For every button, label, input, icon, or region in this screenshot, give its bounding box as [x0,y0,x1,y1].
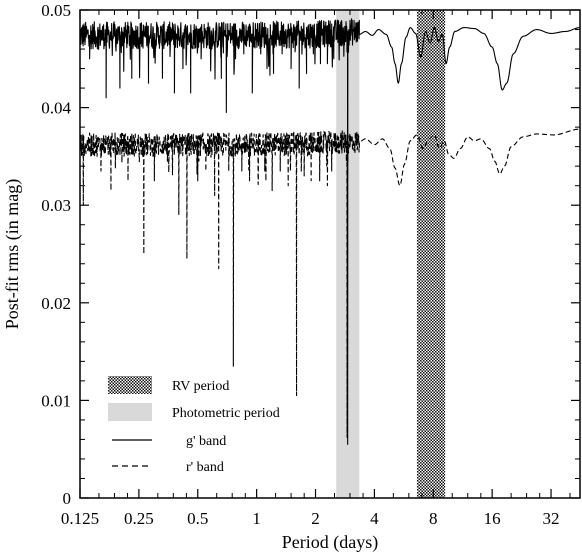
legend-label: Photometric period [172,406,280,421]
y-tick-label: 0.05 [41,1,71,20]
data-series [80,18,580,445]
y-tick-label: 0.03 [41,196,71,215]
x-axis-ticks: 0.125 0.25 0.5 1 2 4 8 16 32 [61,10,571,528]
y-tick-label: 0.02 [41,294,71,313]
legend-label: RV period [172,379,229,394]
x-tick-label: 2 [311,509,320,528]
series-line-g-band [80,18,580,445]
legend: RV period Photometric period g' band r' ban… [108,376,280,475]
x-tick-label: 32 [543,509,560,528]
y-tick-label: 0 [63,489,72,508]
x-tick-label: 1 [252,509,261,528]
x-axis-label: Period (days) [282,532,378,553]
y-tick-label: 0.04 [41,99,71,118]
legend-swatch-rv-period [108,376,152,394]
y-axis-ticks: 0 0.01 0.02 0.03 0.04 0.05 [41,1,580,508]
x-tick-label: 16 [484,509,501,528]
x-tick-label: 0.5 [187,509,208,528]
band-rv-period [416,10,446,498]
x-tick-label: 0.125 [61,509,99,528]
legend-label: r' band [186,460,224,475]
series-line-r-band [80,128,580,439]
legend-label: g' band [186,434,226,449]
x-tick-label: 0.25 [124,509,154,528]
y-axis-label: Post-fit rms (in mag) [2,179,23,330]
plot-frame [79,9,581,499]
x-tick-label: 4 [370,509,379,528]
x-tick-label: 8 [429,509,438,528]
y-tick-label: 0.01 [41,391,71,410]
legend-swatch-photometric-period [108,403,152,421]
highlight-bands [336,10,446,498]
